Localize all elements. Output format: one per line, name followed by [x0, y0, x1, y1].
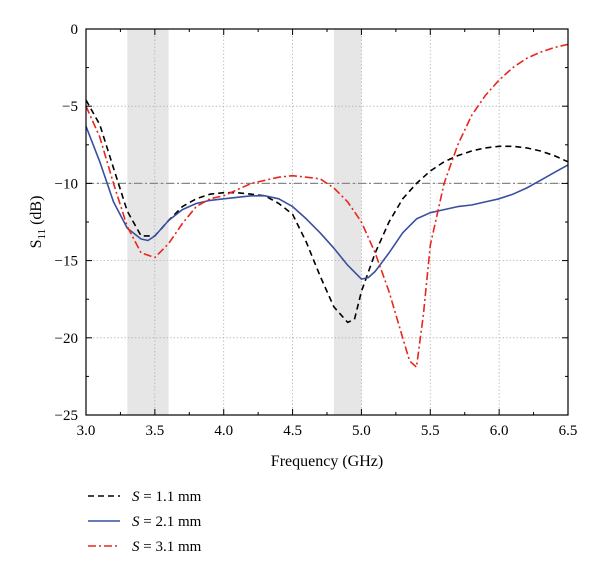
- y-tick-label: −5: [62, 99, 78, 115]
- legend-label-rest: = 2.1 mm: [140, 514, 202, 530]
- axis-ticks: [85, 28, 569, 416]
- legend-label-rest: = 3.1 mm: [140, 539, 202, 555]
- y-tick-label: −25: [55, 408, 78, 424]
- y-tick-label: 0: [71, 22, 79, 38]
- x-tick-label: 5.0: [352, 423, 371, 439]
- x-tick-label: 4.0: [214, 423, 233, 439]
- legend-label-symbol: S: [132, 514, 140, 530]
- y-tick-labels: 0 −5 −10 −15 −20 −25: [55, 22, 78, 424]
- shaded-bands: [127, 29, 362, 415]
- y-axis-title: S11 (dB): [28, 196, 48, 249]
- shaded-band: [333, 29, 362, 415]
- series-line: [85, 126, 569, 280]
- legend-label: S = 3.1 mm: [132, 539, 202, 555]
- y-tick-label: −20: [55, 331, 78, 347]
- x-tick-label: 5.5: [421, 423, 440, 439]
- y-axis-title-subscript: 11: [36, 229, 48, 240]
- legend-label: S = 1.1 mm: [132, 489, 202, 505]
- x-axis-title: Frequency (GHz): [271, 453, 383, 470]
- x-tick-label: 6.0: [490, 423, 509, 439]
- x-tick-label: 4.5: [283, 423, 302, 439]
- series-line: [85, 43, 569, 368]
- legend-label-symbol: S: [132, 539, 140, 555]
- y-tick-label: −15: [55, 254, 78, 270]
- x-tick-label: 3.0: [77, 423, 96, 439]
- x-tick-labels: 3.0 3.5 4.0 4.5 5.0 5.5 6.0 6.5: [77, 423, 578, 439]
- legend: S = 1.1 mmS = 2.1 mmS = 3.1 mm: [88, 489, 202, 555]
- legend-label: S = 2.1 mm: [132, 514, 202, 530]
- y-axis-title-main: S: [28, 240, 45, 249]
- legend-label-rest: = 1.1 mm: [140, 489, 202, 505]
- x-tick-label: 3.5: [145, 423, 164, 439]
- y-tick-label: −10: [55, 176, 78, 192]
- x-tick-label: 6.5: [559, 423, 578, 439]
- legend-label-symbol: S: [132, 489, 140, 505]
- y-axis-title-unit: (dB): [28, 196, 45, 229]
- series-group: [85, 43, 569, 368]
